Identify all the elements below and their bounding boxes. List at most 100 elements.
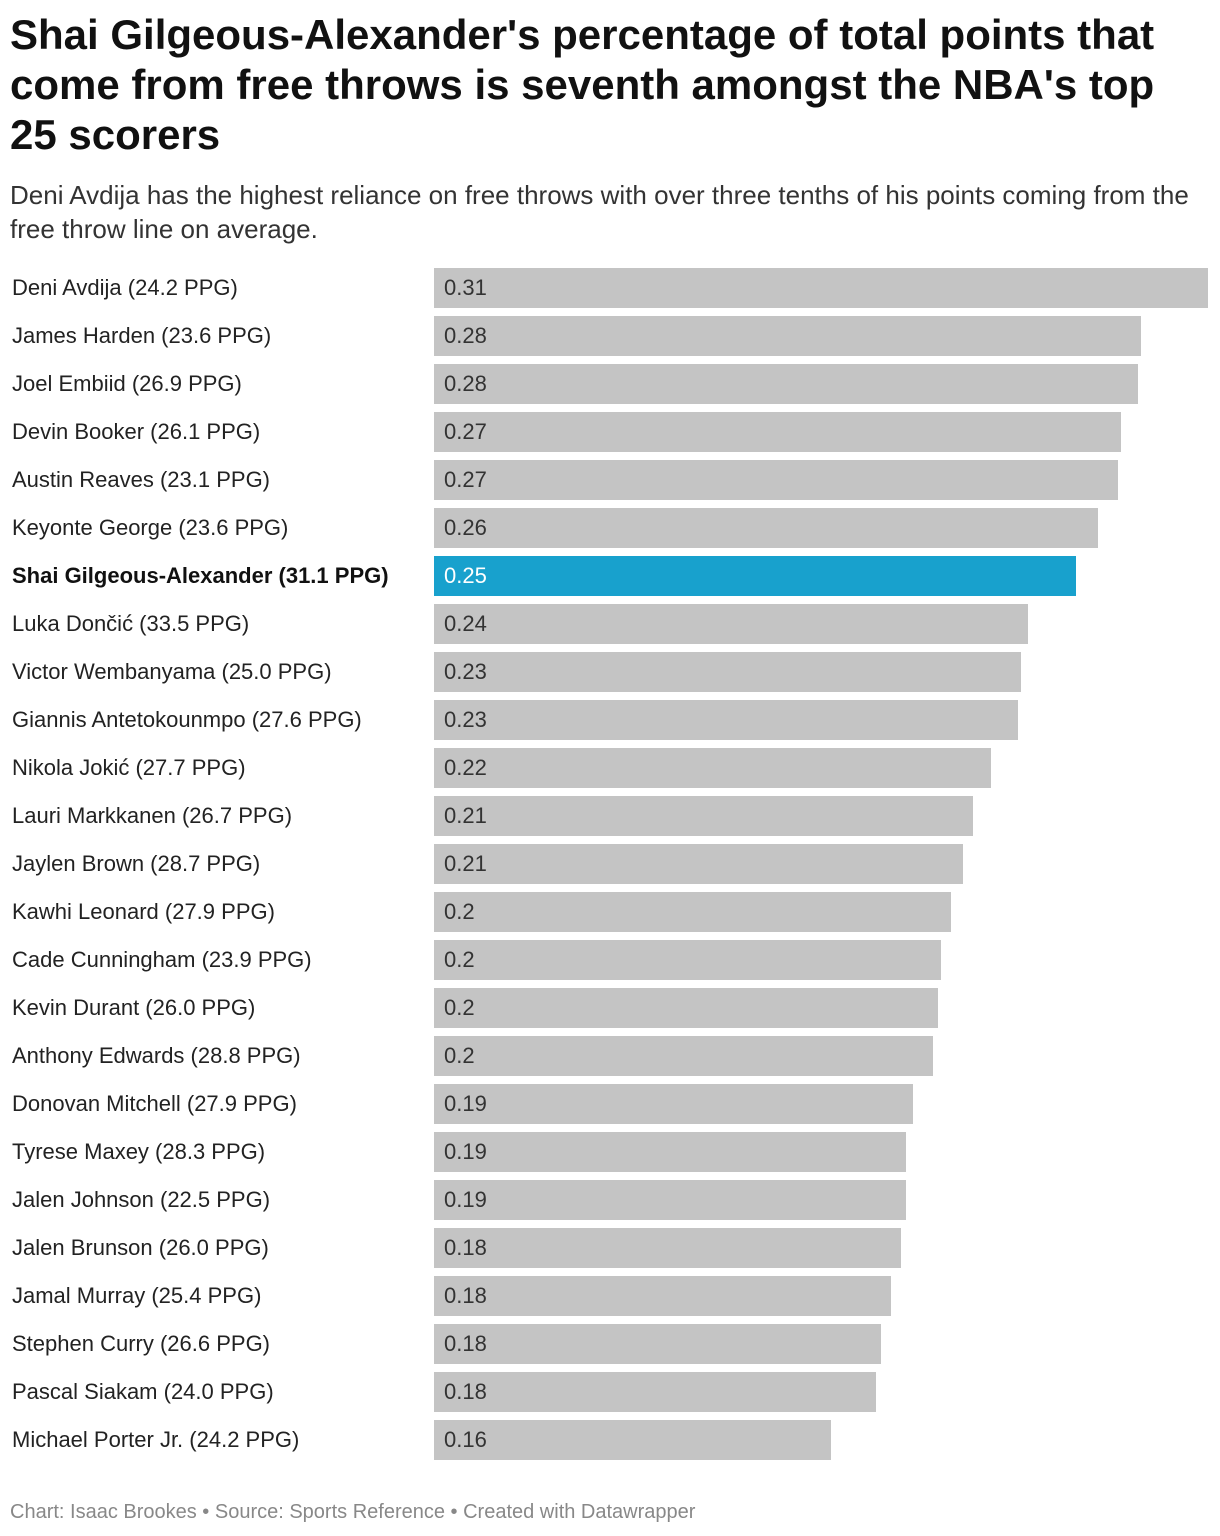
category-label: Joel Embiid (26.9 PPG)	[12, 371, 242, 396]
category-label: Victor Wembanyama (25.0 PPG)	[12, 659, 332, 684]
category-label: Pascal Siakam (24.0 PPG)	[12, 1379, 274, 1404]
bar: 0.28	[434, 364, 1138, 404]
bar: 0.22	[434, 748, 991, 788]
bar-row: Keyonte George (23.6 PPG) 0.26	[0, 508, 1220, 548]
bar-row: Jalen Brunson (26.0 PPG) 0.18	[0, 1228, 1220, 1268]
category-label: Jalen Johnson (22.5 PPG)	[12, 1187, 271, 1212]
bar-row: Tyrese Maxey (28.3 PPG) 0.19	[0, 1132, 1220, 1172]
category-label: Luka Dončić (33.5 PPG)	[12, 611, 250, 636]
bar-row: Anthony Edwards (28.8 PPG) 0.2	[0, 1036, 1220, 1076]
bar-value-label: 0.18	[444, 1379, 487, 1404]
bar-value-label: 0.19	[444, 1139, 487, 1164]
bar-row: Kevin Durant (26.0 PPG) 0.2	[0, 988, 1220, 1028]
category-label: Kevin Durant (26.0 PPG)	[12, 995, 256, 1020]
category-label: Jamal Murray (25.4 PPG)	[12, 1283, 262, 1308]
bar: 0.2	[434, 940, 941, 980]
bar-row: Jamal Murray (25.4 PPG) 0.18	[0, 1276, 1220, 1316]
bar-value-label: 0.2	[444, 947, 475, 972]
category-label: Cade Cunningham (23.9 PPG)	[12, 947, 312, 972]
bar-row: Deni Avdija (24.2 PPG) 0.31	[0, 268, 1220, 308]
bar-row: Austin Reaves (23.1 PPG) 0.27	[0, 460, 1220, 500]
bar-row: Jalen Johnson (22.5 PPG) 0.19	[0, 1180, 1220, 1220]
bar: 0.23	[434, 700, 1018, 740]
category-label: Giannis Antetokounmpo (27.6 PPG)	[12, 707, 362, 732]
bar-value-label: 0.16	[444, 1427, 487, 1452]
category-label: Austin Reaves (23.1 PPG)	[12, 467, 271, 492]
bar-value-label: 0.21	[444, 851, 487, 876]
bar-value-label: 0.28	[444, 323, 487, 348]
bar-row: Stephen Curry (26.6 PPG) 0.18	[0, 1324, 1220, 1364]
bar: 0.21	[434, 796, 973, 836]
bar: 0.27	[434, 460, 1118, 500]
bar: 0.16	[434, 1420, 831, 1460]
bar: 0.18	[434, 1324, 881, 1364]
bar: 0.2	[434, 1036, 933, 1076]
chart-credit: Chart: Isaac Brookes • Source: Sports Re…	[10, 1501, 696, 1523]
category-label: Tyrese Maxey (28.3 PPG)	[12, 1139, 266, 1164]
bar: 0.21	[434, 844, 963, 884]
bar-row: Michael Porter Jr. (24.2 PPG) 0.16	[0, 1420, 1220, 1460]
bar-value-label: 0.18	[444, 1283, 487, 1308]
bar-row: Joel Embiid (26.9 PPG) 0.28	[0, 364, 1220, 404]
category-label: Deni Avdija (24.2 PPG)	[12, 275, 238, 300]
bar-row: James Harden (23.6 PPG) 0.28	[0, 316, 1220, 356]
category-label: Kawhi Leonard (27.9 PPG)	[12, 899, 275, 924]
bar-value-label: 0.21	[444, 803, 487, 828]
category-label: Donovan Mitchell (27.9 PPG)	[12, 1091, 297, 1116]
bar: 0.18	[434, 1276, 891, 1316]
bar-row: Donovan Mitchell (27.9 PPG) 0.19	[0, 1084, 1220, 1124]
bar: 0.31	[434, 268, 1208, 308]
bar: 0.25	[434, 556, 1076, 596]
category-label: Shai Gilgeous-Alexander (31.1 PPG)	[12, 563, 389, 588]
bar: 0.23	[434, 652, 1021, 692]
bar: 0.19	[434, 1084, 913, 1124]
bar: 0.26	[434, 508, 1098, 548]
bar-value-label: 0.22	[444, 755, 487, 780]
category-label: Keyonte George (23.6 PPG)	[12, 515, 289, 540]
bar-row: Giannis Antetokounmpo (27.6 PPG) 0.23	[0, 700, 1220, 740]
chart-title: Shai Gilgeous-Alexander's percentage of …	[10, 11, 1155, 158]
bar-row: Cade Cunningham (23.9 PPG) 0.2	[0, 940, 1220, 980]
category-label: Devin Booker (26.1 PPG)	[12, 419, 261, 444]
chart-subtitle: Deni Avdija has the highest reliance on …	[10, 180, 1189, 244]
category-label: Lauri Markkanen (26.7 PPG)	[12, 803, 293, 828]
category-label: James Harden (23.6 PPG)	[12, 323, 272, 348]
bar-row: Victor Wembanyama (25.0 PPG) 0.23	[0, 652, 1220, 692]
bar: 0.28	[434, 316, 1141, 356]
bar: 0.18	[434, 1372, 876, 1412]
bar-row: Nikola Jokić (27.7 PPG) 0.22	[0, 748, 1220, 788]
bar-value-label: 0.31	[444, 275, 487, 300]
bar: 0.2	[434, 988, 938, 1028]
bar-row: Lauri Markkanen (26.7 PPG) 0.21	[0, 796, 1220, 836]
bar-value-label: 0.18	[444, 1235, 487, 1260]
category-label: Michael Porter Jr. (24.2 PPG)	[12, 1427, 300, 1452]
bar: 0.18	[434, 1228, 901, 1268]
bar-value-label: 0.2	[444, 1043, 475, 1068]
bar-value-label: 0.24	[444, 611, 487, 636]
bar-value-label: 0.18	[444, 1331, 487, 1356]
bar-row: Pascal Siakam (24.0 PPG) 0.18	[0, 1372, 1220, 1412]
bar-value-label: 0.23	[444, 659, 487, 684]
bar: 0.24	[434, 604, 1028, 644]
bar: 0.19	[434, 1180, 906, 1220]
bar-value-label: 0.19	[444, 1091, 487, 1116]
bar-value-label: 0.27	[444, 467, 487, 492]
bar-row: Kawhi Leonard (27.9 PPG) 0.2	[0, 892, 1220, 932]
bar-value-label: 0.2	[444, 995, 475, 1020]
bar: 0.19	[434, 1132, 906, 1172]
bar-value-label: 0.25	[444, 563, 487, 588]
bar-chart: Deni Avdija (24.2 PPG) 0.31 James Harden (…	[0, 268, 1220, 1468]
bar-value-label: 0.19	[444, 1187, 487, 1212]
category-label: Jalen Brunson (26.0 PPG)	[12, 1235, 269, 1260]
category-label: Stephen Curry (26.6 PPG)	[12, 1331, 271, 1356]
category-label: Nikola Jokić (27.7 PPG)	[12, 755, 246, 780]
bar-row: Shai Gilgeous-Alexander (31.1 PPG) 0.25	[0, 556, 1220, 596]
bar: 0.2	[434, 892, 951, 932]
bar: 0.27	[434, 412, 1121, 452]
category-label: Anthony Edwards (28.8 PPG)	[12, 1043, 301, 1068]
bar-value-label: 0.26	[444, 515, 487, 540]
bar-row: Luka Dončić (33.5 PPG) 0.24	[0, 604, 1220, 644]
bar-value-label: 0.28	[444, 371, 487, 396]
bar-row: Devin Booker (26.1 PPG) 0.27	[0, 412, 1220, 452]
bar-value-label: 0.27	[444, 419, 487, 444]
